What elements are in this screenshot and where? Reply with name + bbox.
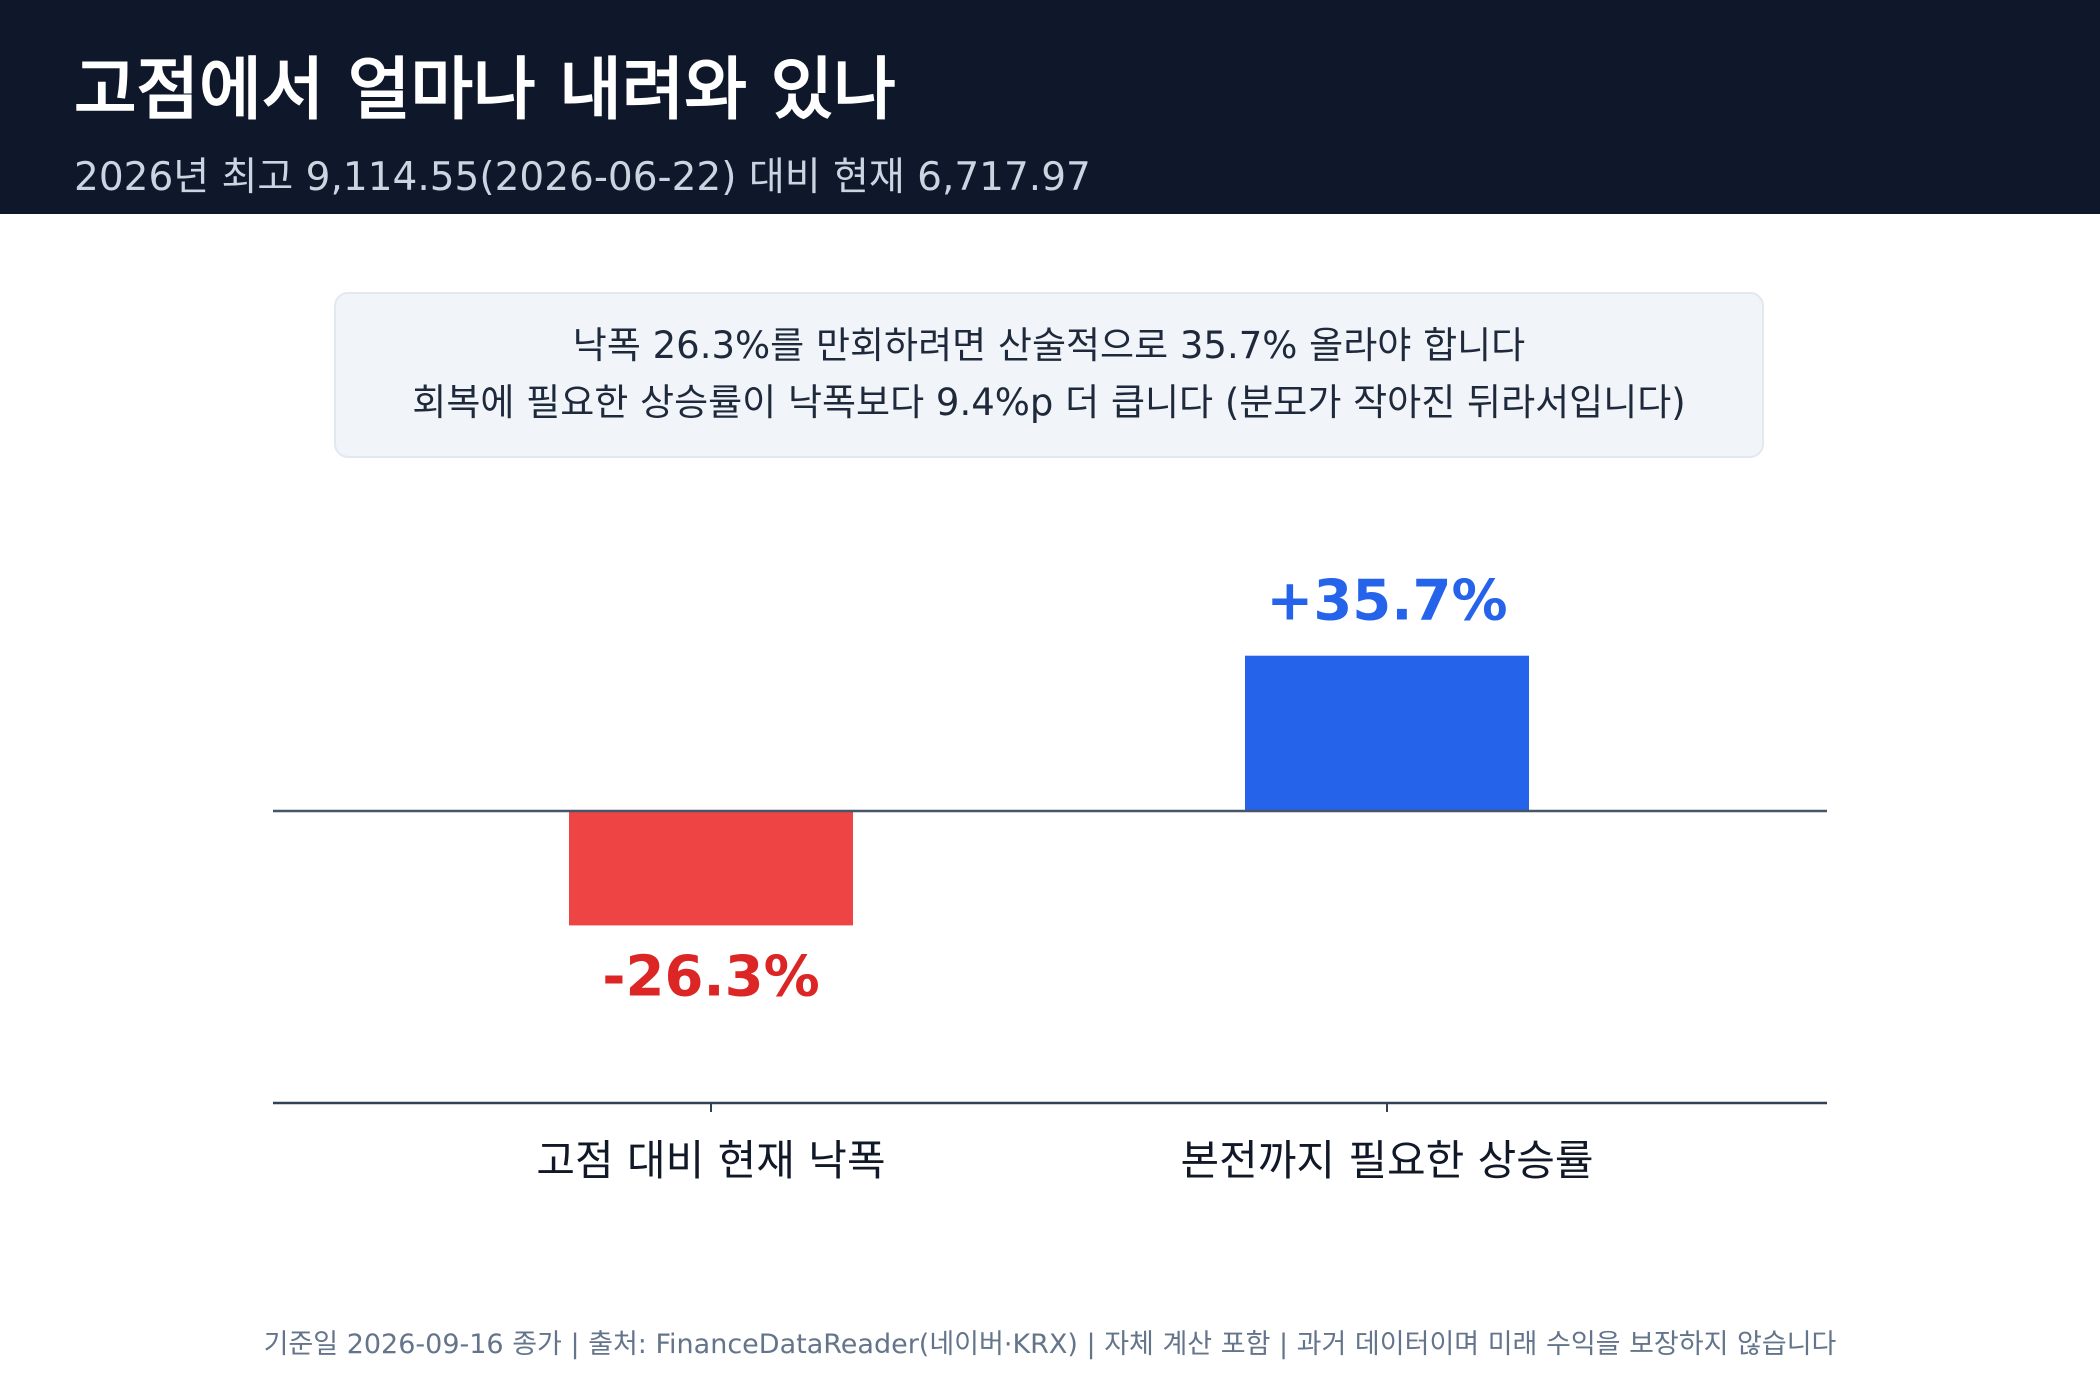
- footer-note: 기준일 2026-09-16 종가 | 출처: FinanceDataReade…: [263, 1329, 1837, 1360]
- page-title: 고점에서 얼마나 내려와 있나: [74, 51, 896, 130]
- bar-chart: -26.3% +35.7% 고점 대비 현재 낙폭 본전까지 필요한 상승률: [273, 569, 1827, 1185]
- bar-1: [569, 811, 853, 926]
- x-tick-label-1: 고점 대비 현재 낙폭: [536, 1136, 885, 1185]
- header-banner: 고점에서 얼마나 내려와 있나 2026년 최고 9,114.55(2026-0…: [0, 0, 2100, 214]
- annotation-box: 낙폭 26.3%를 만회하려면 산술적으로 35.7% 올라야 합니다 회복에 …: [334, 292, 1764, 458]
- annotation-line-1: 낙폭 26.3%를 만회하려면 산술적으로 35.7% 올라야 합니다: [572, 324, 1526, 368]
- bar-2: [1245, 655, 1529, 811]
- annotation-line-2: 회복에 필요한 상승률이 낙폭보다 9.4%p 더 큽니다 (분모가 작아진 뒤…: [412, 381, 1686, 424]
- page-subtitle: 2026년 최고 9,114.55(2026-06-22) 대비 현재 6,71…: [74, 155, 1091, 200]
- data-label-1: -26.3%: [602, 944, 820, 1009]
- x-tick-label-2: 본전까지 필요한 상승률: [1180, 1136, 1593, 1185]
- data-label-2: +35.7%: [1266, 569, 1507, 634]
